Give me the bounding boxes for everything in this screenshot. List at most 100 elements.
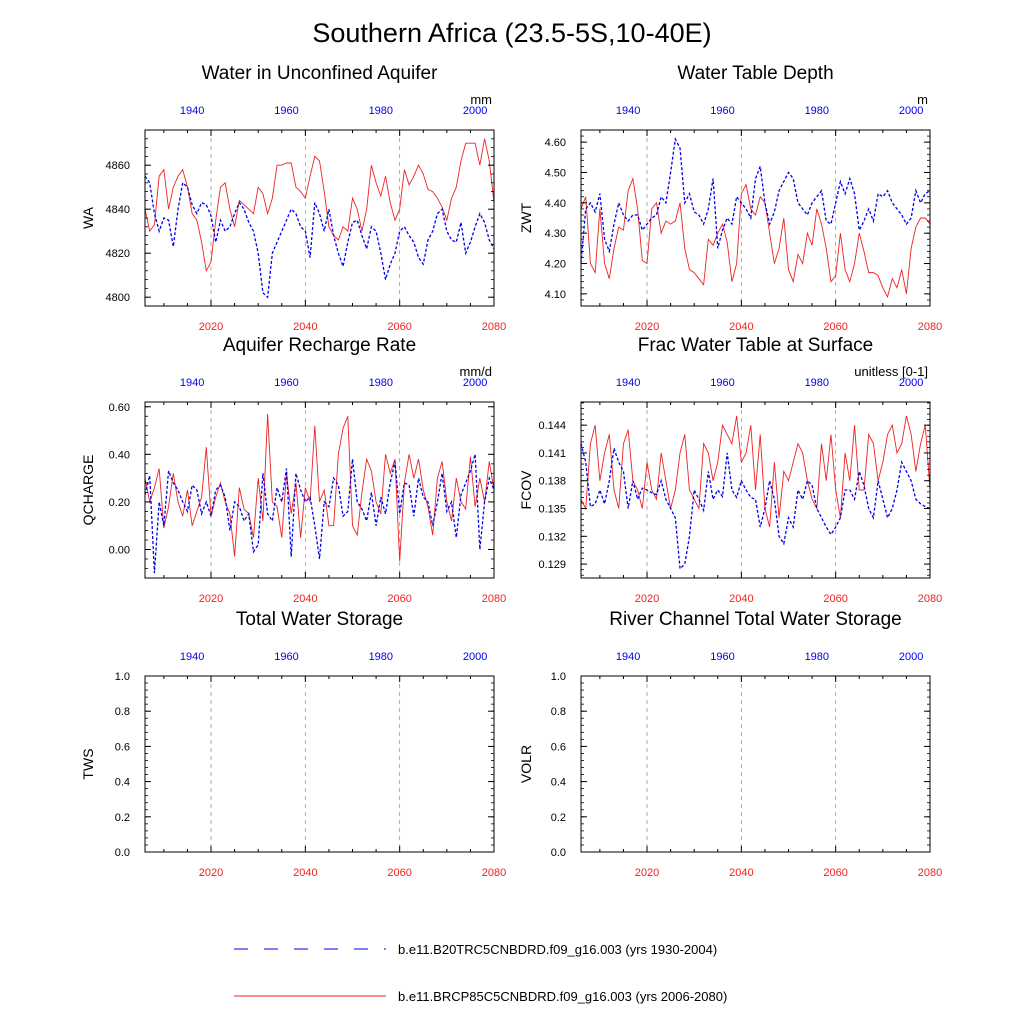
series-line-fcov-blue (580, 443, 931, 571)
x-top-tick-label-tws-1980: 1980 (369, 651, 393, 663)
x-top-tick-label-qcharge-1940: 1940 (180, 377, 204, 389)
x-tick-label-fcov-2080: 2080 (918, 593, 942, 605)
x-top-tick-label-qcharge-2000: 2000 (463, 377, 487, 389)
series-line-fcov-red (580, 415, 931, 528)
x-tick-label-qcharge-2020: 2020 (199, 593, 223, 605)
x-top-tick-label-volr-1980: 1980 (805, 651, 829, 663)
y-tick-label-zwt-5: 4.60 (545, 137, 566, 149)
series-line-qcharge-blue (144, 454, 495, 574)
plot-frame-tws (144, 675, 495, 853)
x-top-tick-label-qcharge-1960: 1960 (274, 377, 298, 389)
x-tick-label-zwt-2020: 2020 (635, 321, 659, 333)
x-tick-label-tws-2080: 2080 (482, 867, 506, 879)
y-tick-label-tws-5: 1.0 (115, 671, 130, 683)
y-tick-label-wa-3: 4860 (106, 160, 130, 172)
x-tick-label-wa-2060: 2060 (387, 321, 411, 333)
x-top-tick-label-tws-1960: 1960 (274, 651, 298, 663)
y-tick-label-zwt-4: 4.50 (545, 167, 566, 179)
y-tick-label-fcov-2: 0.135 (538, 504, 566, 516)
y-tick-label-volr-4: 0.8 (551, 706, 566, 718)
y-tick-label-zwt-2: 4.30 (545, 228, 566, 240)
panel-units-zwt: m (917, 92, 928, 107)
x-tick-label-fcov-2020: 2020 (635, 593, 659, 605)
y-tick-label-qcharge-1: 0.20 (109, 497, 130, 509)
x-top-tick-label-fcov-1980: 1980 (805, 377, 829, 389)
x-tick-label-fcov-2040: 2040 (729, 593, 753, 605)
x-tick-label-volr-2040: 2040 (729, 867, 753, 879)
x-tick-label-wa-2020: 2020 (199, 321, 223, 333)
x-top-tick-label-tws-2000: 2000 (463, 651, 487, 663)
y-axis-label-qcharge: QCHARGE (80, 455, 96, 526)
legend: b.e11.B20TRC5CNBDRD.f09_g16.003 (yrs 193… (234, 942, 727, 1004)
x-top-tick-label-volr-2000: 2000 (899, 651, 923, 663)
y-axis-label-fcov: FCOV (518, 470, 534, 510)
plot-frame-fcov (580, 401, 931, 579)
y-tick-label-zwt-3: 4.40 (545, 198, 566, 210)
y-tick-label-tws-4: 0.8 (115, 706, 130, 718)
x-top-tick-label-fcov-1960: 1960 (710, 377, 734, 389)
y-tick-label-wa-2: 4840 (106, 204, 130, 216)
panel-qcharge: Aquifer Recharge Rate mm/d 2020 2040 2060 208… (80, 335, 506, 605)
x-tick-label-tws-2040: 2040 (293, 867, 317, 879)
x-tick-label-qcharge-2060: 2060 (387, 593, 411, 605)
x-top-tick-label-fcov-2000: 2000 (899, 377, 923, 389)
y-tick-label-volr-2: 0.4 (551, 777, 566, 789)
panel-title-wa: Water in Unconfined Aquifer (202, 63, 439, 84)
series-line-wa-red (144, 138, 495, 273)
series-line-zwt-red (580, 176, 931, 299)
panel-volr: River Channel Total Water Storage 2020 204… (518, 609, 942, 879)
panel-fcov: Frac Water Table at Surface unitless [0-1… (518, 335, 942, 605)
panel-units-fcov: unitless [0-1] (854, 364, 928, 379)
figure-title: Southern Africa (23.5-5S,10-40E) (312, 18, 711, 48)
x-tick-label-tws-2060: 2060 (387, 867, 411, 879)
x-top-tick-label-wa-1940: 1940 (180, 105, 204, 117)
plot-frame-wa (144, 129, 495, 307)
y-tick-label-zwt-0: 4.10 (545, 289, 566, 301)
y-tick-label-qcharge-2: 0.40 (109, 449, 130, 461)
x-top-tick-label-wa-1960: 1960 (274, 105, 298, 117)
y-axis-label-volr: VOLR (518, 745, 534, 783)
y-axis-label-zwt: ZWT (518, 202, 534, 233)
plot-frame-zwt (580, 129, 931, 307)
x-top-tick-label-zwt-1960: 1960 (710, 105, 734, 117)
x-top-tick-label-tws-1940: 1940 (180, 651, 204, 663)
y-tick-label-tws-2: 0.4 (115, 777, 130, 789)
panel-title-volr: River Channel Total Water Storage (609, 609, 902, 630)
y-tick-label-wa-0: 4800 (106, 292, 130, 304)
legend-blue-label: b.e11.B20TRC5CNBDRD.f09_g16.003 (yrs 193… (398, 942, 717, 957)
x-tick-label-volr-2060: 2060 (823, 867, 847, 879)
x-top-tick-label-wa-2000: 2000 (463, 105, 487, 117)
legend-red-label: b.e11.BRCP85C5CNBDRD.f09_g16.003 (yrs 20… (398, 989, 727, 1004)
x-tick-label-zwt-2060: 2060 (823, 321, 847, 333)
x-top-tick-label-zwt-1940: 1940 (616, 105, 640, 117)
plot-frame-qcharge (144, 401, 495, 579)
y-tick-label-tws-3: 0.6 (115, 741, 130, 753)
x-top-tick-label-fcov-1940: 1940 (616, 377, 640, 389)
y-tick-label-fcov-5: 0.144 (538, 420, 566, 432)
y-tick-label-wa-1: 4820 (106, 248, 130, 260)
panel-title-zwt: Water Table Depth (677, 63, 833, 84)
y-axis-label-wa: WA (80, 206, 96, 229)
x-tick-label-fcov-2060: 2060 (823, 593, 847, 605)
y-tick-label-fcov-3: 0.138 (538, 476, 566, 488)
panel-title-fcov: Frac Water Table at Surface (638, 335, 874, 356)
y-tick-label-tws-0: 0.0 (115, 847, 130, 859)
y-tick-label-fcov-0: 0.129 (538, 559, 566, 571)
panel-units-qcharge: mm/d (460, 364, 493, 379)
y-axis-label-tws: TWS (80, 748, 96, 779)
y-tick-label-volr-3: 0.6 (551, 741, 566, 753)
y-tick-label-zwt-1: 4.20 (545, 259, 566, 271)
panel-zwt: Water Table Depth m 2020 2040 2060 2080 1940 19… (518, 63, 942, 333)
x-top-tick-label-volr-1960: 1960 (710, 651, 734, 663)
x-tick-label-qcharge-2040: 2040 (293, 593, 317, 605)
x-tick-label-tws-2020: 2020 (199, 867, 223, 879)
panel-units-wa: mm (470, 92, 492, 107)
y-tick-label-tws-1: 0.2 (115, 812, 130, 824)
panel-wa: Water in Unconfined Aquifer mm 2020 2040 206… (80, 63, 506, 333)
x-top-tick-label-wa-1980: 1980 (369, 105, 393, 117)
series-line-zwt-blue (580, 136, 931, 264)
y-tick-label-fcov-4: 0.141 (538, 448, 566, 460)
y-tick-label-volr-1: 0.2 (551, 812, 566, 824)
